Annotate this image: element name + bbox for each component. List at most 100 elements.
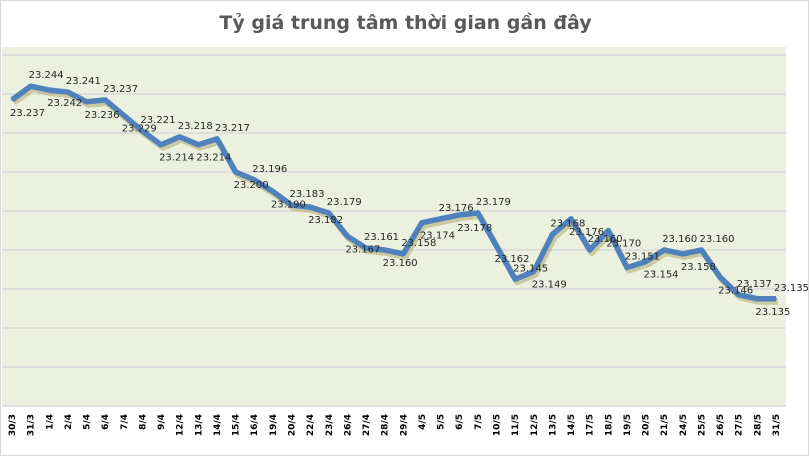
data-point	[402, 252, 405, 255]
x-tick-label: 13/5	[548, 414, 558, 436]
data-point	[253, 178, 256, 181]
x-tick-label: 31/5	[772, 414, 782, 436]
data-point	[775, 297, 777, 300]
data-point	[66, 91, 69, 94]
data-label: 23.179	[327, 197, 362, 208]
data-point	[197, 143, 200, 146]
data-label: 23.217	[215, 123, 250, 134]
x-tick-label: 14/5	[567, 414, 577, 436]
data-label: 23.237	[10, 108, 45, 119]
x-tick-label: 19/5	[623, 414, 633, 436]
x-tick-label: 18/5	[604, 414, 614, 436]
x-tick-label: 12/4	[176, 414, 186, 436]
data-point	[756, 297, 759, 300]
data-point	[160, 143, 163, 146]
x-tick-label: 21/5	[660, 414, 670, 436]
data-label: 23.190	[271, 200, 306, 211]
x-tick-label: 28/4	[381, 414, 391, 436]
data-point	[514, 278, 517, 281]
data-point	[383, 249, 386, 251]
data-point	[700, 249, 703, 251]
data-label: 23.151	[625, 252, 660, 263]
data-point	[122, 114, 125, 117]
data-label: 23.137	[737, 279, 772, 290]
data-label: 23.183	[290, 189, 325, 200]
x-tick-label: 9/4	[157, 414, 167, 430]
data-label: 23.196	[252, 164, 287, 175]
data-point	[11, 98, 13, 101]
data-label: 23.160	[662, 234, 697, 245]
data-point	[663, 249, 666, 251]
x-tick-label: 22/4	[306, 414, 316, 436]
x-tick-label: 20/5	[642, 414, 652, 436]
data-label: 23.154	[644, 270, 679, 281]
x-tick-label: 14/4	[213, 414, 223, 436]
data-point	[104, 98, 107, 101]
x-tick-label: 17/5	[586, 414, 596, 436]
data-label: 23.160	[383, 258, 418, 269]
x-tick-label: 2/4	[64, 414, 74, 430]
data-label: 23.146	[718, 285, 753, 296]
data-label: 23.182	[308, 215, 343, 226]
data-point	[271, 190, 274, 193]
x-tick-label: 24/5	[679, 414, 689, 436]
data-point	[234, 171, 237, 173]
x-tick-label: 8/4	[138, 414, 148, 430]
x-tick-label: 30/3	[8, 414, 18, 436]
x-tick-label: 6/5	[455, 414, 465, 430]
data-label: 23.176	[439, 203, 474, 214]
data-point	[346, 235, 349, 238]
data-point	[495, 245, 498, 248]
x-tick-label: 6/4	[101, 414, 111, 430]
data-point	[48, 89, 51, 92]
x-tick-label: 16/4	[250, 414, 260, 436]
data-label: 23.162	[494, 254, 529, 265]
data-label: 23.168	[550, 218, 585, 229]
x-tick-label: 26/5	[716, 414, 726, 436]
x-tick-label: 19/4	[269, 414, 279, 436]
data-label: 23.145	[513, 263, 548, 274]
data-label: 23.214	[159, 153, 194, 164]
data-point	[737, 293, 740, 296]
data-point	[681, 252, 684, 255]
data-point	[309, 206, 312, 209]
data-label: 23.229	[122, 123, 157, 134]
x-tick-label: 31/3	[27, 414, 37, 436]
x-tick-label: 7/5	[474, 414, 484, 430]
x-tick-label: 20/4	[288, 414, 298, 436]
data-point	[551, 233, 554, 236]
x-tick-label: 25/5	[697, 414, 707, 436]
x-tick-label: 27/5	[735, 414, 745, 436]
data-point	[625, 266, 628, 269]
data-label: 23.200	[234, 180, 269, 191]
series-line	[10, 83, 776, 302]
x-tick-label: 26/4	[343, 414, 353, 436]
data-label: 23.170	[606, 239, 641, 250]
x-tick-label: 23/4	[325, 414, 335, 436]
x-tick-label: 5/4	[83, 414, 93, 430]
x-tick-label: 12/5	[530, 414, 540, 436]
x-tick-label: 13/4	[194, 414, 204, 436]
data-label: 23.221	[140, 115, 175, 126]
data-point	[420, 221, 423, 224]
x-tick-label: 10/5	[492, 414, 502, 436]
data-label: 23.160	[699, 234, 734, 245]
data-point	[570, 217, 573, 220]
data-label: 23.178	[457, 223, 492, 234]
data-label: 23.218	[178, 121, 213, 132]
plot-area	[2, 47, 786, 406]
data-label: 23.160	[588, 234, 623, 245]
x-tick-label: 7/4	[120, 414, 130, 430]
data-point	[458, 213, 461, 216]
x-tick-label: 29/4	[399, 414, 409, 436]
data-label: 23.244	[29, 70, 64, 81]
x-tick-label: 11/5	[511, 414, 521, 436]
data-point	[476, 211, 479, 214]
x-tick-label: 1/4	[45, 414, 55, 430]
data-label: 23.237	[103, 84, 138, 95]
data-label: 23.161	[364, 232, 399, 243]
x-tick-label: 5/5	[437, 414, 447, 430]
